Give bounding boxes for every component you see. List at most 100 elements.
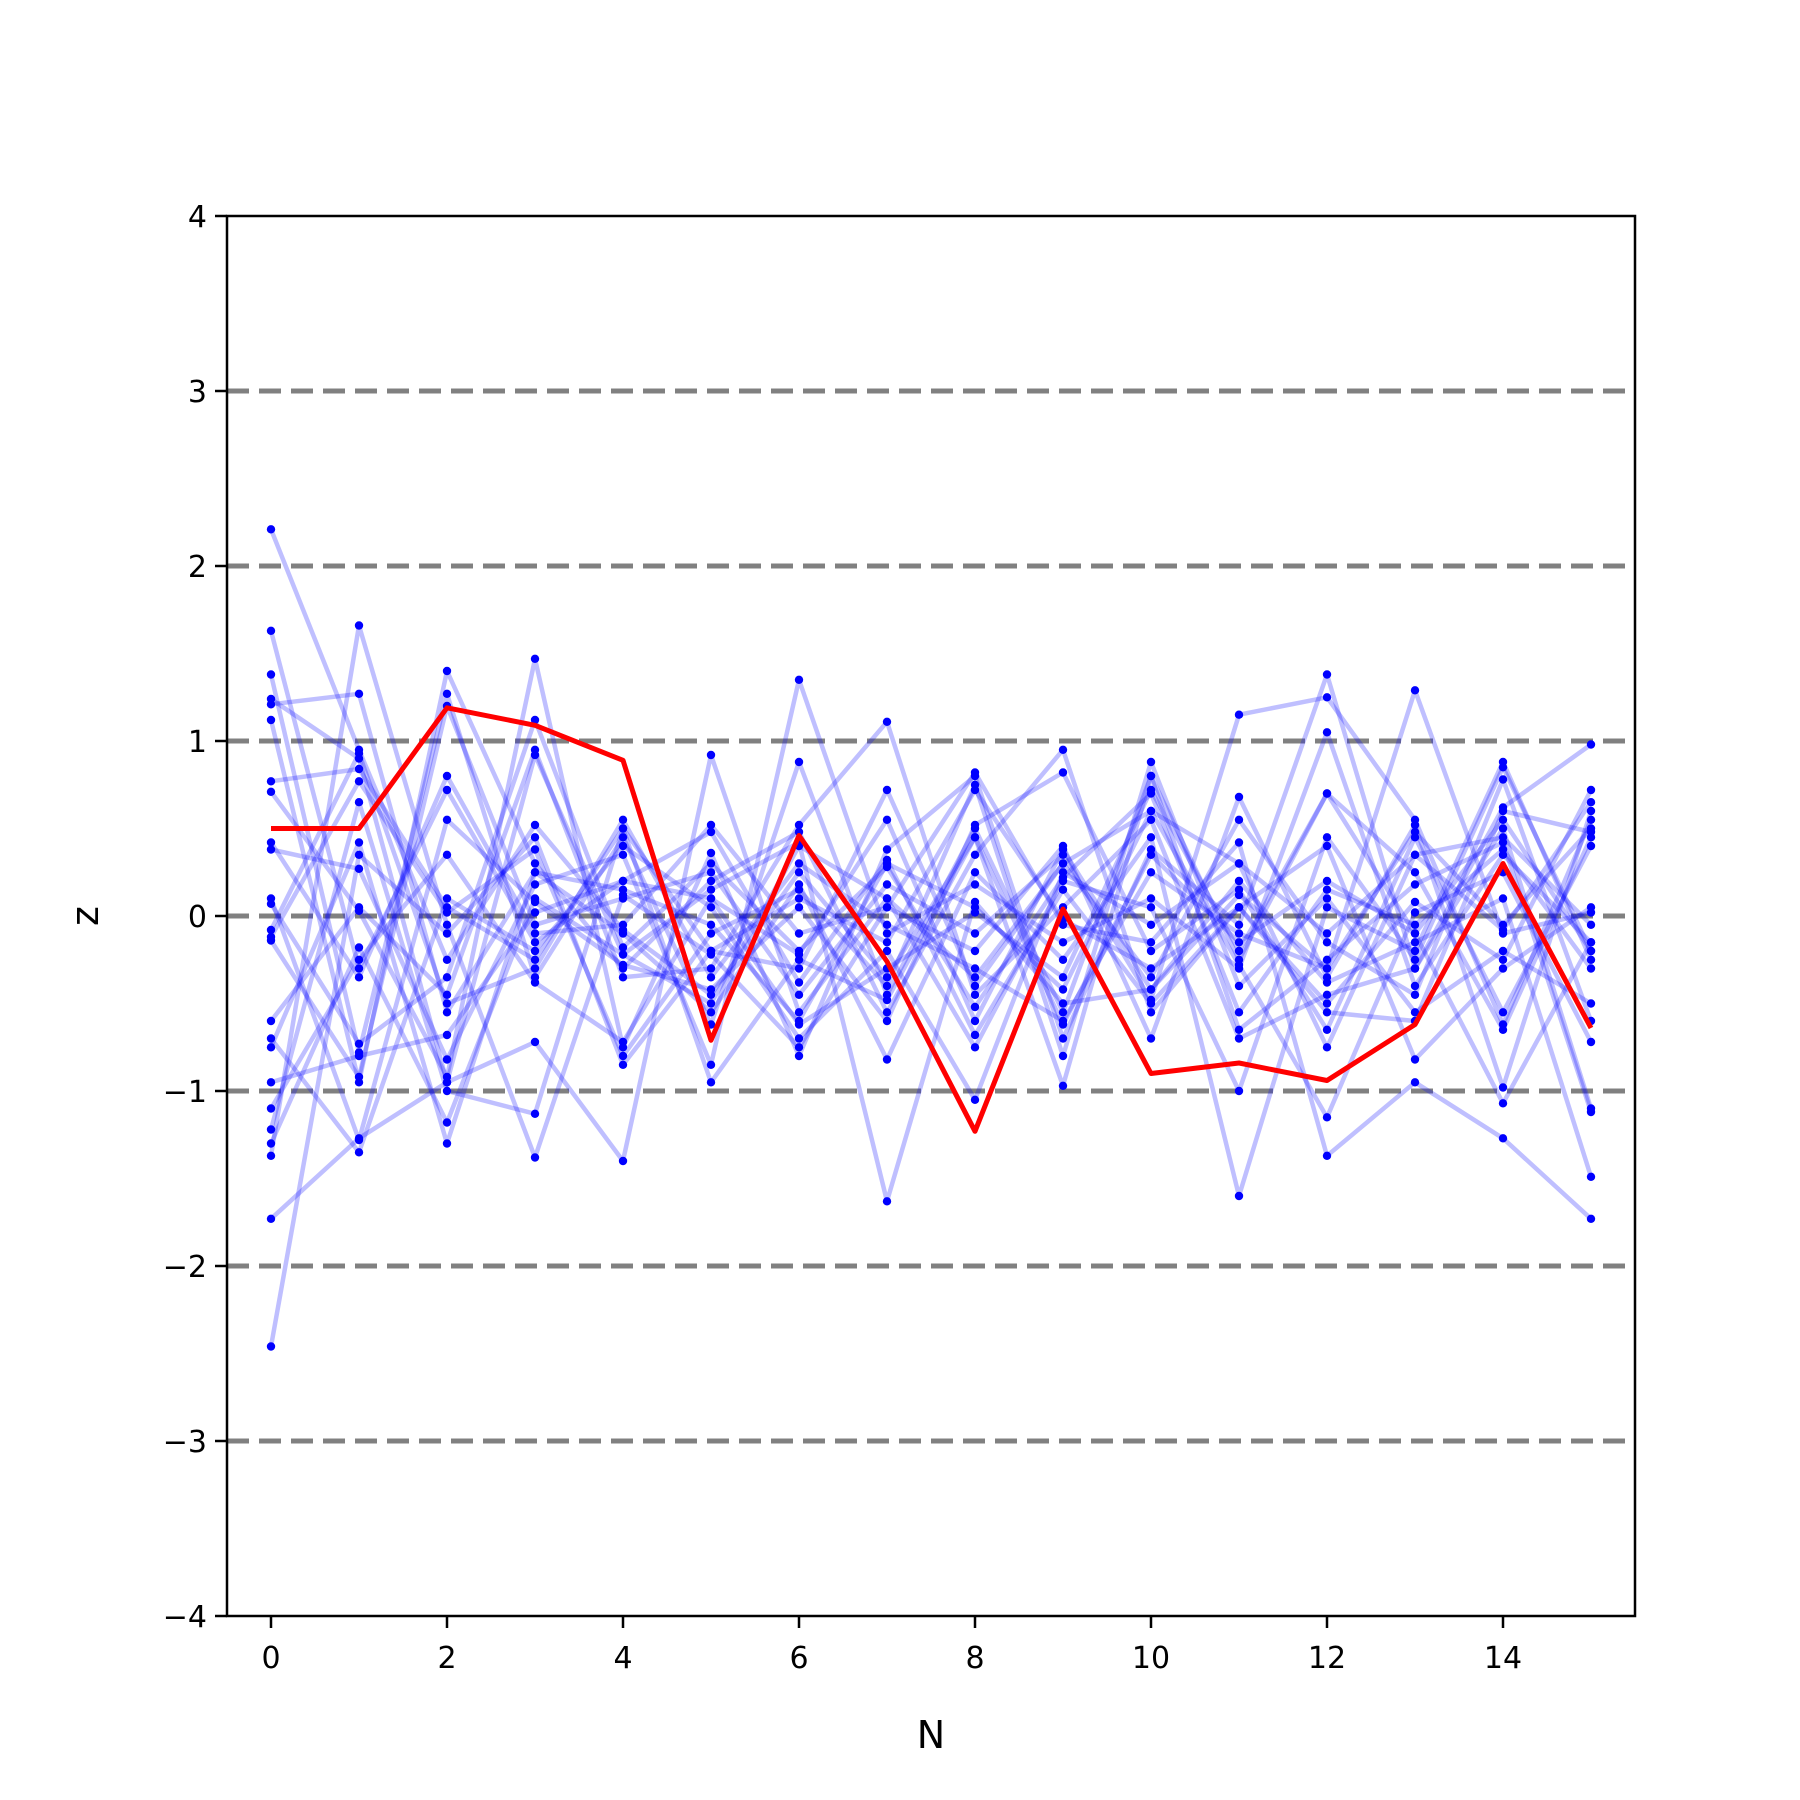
data-point bbox=[794, 880, 804, 889]
series-line bbox=[270, 691, 1593, 1024]
data-point bbox=[442, 894, 452, 903]
series-line bbox=[268, 688, 1592, 1024]
data-point bbox=[1586, 1107, 1596, 1117]
data-point bbox=[354, 1072, 364, 1082]
data-point bbox=[1234, 981, 1244, 991]
data-point bbox=[1498, 806, 1508, 816]
data-point bbox=[618, 950, 628, 959]
data-point bbox=[442, 929, 452, 938]
data-point bbox=[1322, 693, 1332, 702]
data-point bbox=[530, 964, 540, 973]
data-point bbox=[1234, 1008, 1244, 1017]
y-tick-label: 2 bbox=[188, 550, 207, 585]
data-point bbox=[1586, 1037, 1596, 1047]
data-point bbox=[882, 973, 892, 982]
data-point bbox=[1410, 880, 1420, 889]
data-point bbox=[1322, 833, 1332, 842]
y-tick-label: 4 bbox=[188, 200, 207, 235]
data-point bbox=[1410, 1008, 1420, 1017]
data-point bbox=[794, 964, 804, 973]
data-point bbox=[618, 1037, 628, 1047]
data-point bbox=[1058, 841, 1068, 851]
x-tick-label: 0 bbox=[261, 1641, 280, 1676]
data-point bbox=[794, 757, 804, 767]
data-point bbox=[1586, 964, 1596, 973]
data-point bbox=[1146, 946, 1156, 956]
data-point bbox=[618, 833, 628, 842]
data-point bbox=[1498, 1099, 1508, 1108]
data-point bbox=[354, 955, 364, 964]
data-point bbox=[706, 999, 716, 1008]
data-point bbox=[1498, 775, 1508, 784]
data-point bbox=[618, 929, 628, 938]
data-point bbox=[1234, 960, 1244, 970]
data-point bbox=[618, 1051, 628, 1061]
data-point bbox=[442, 1086, 452, 1096]
data-point bbox=[1322, 885, 1332, 894]
data-point bbox=[1498, 845, 1508, 854]
data-point bbox=[1498, 964, 1508, 973]
data-point bbox=[354, 850, 364, 859]
data-point bbox=[266, 700, 276, 709]
data-point bbox=[266, 715, 276, 725]
data-point bbox=[618, 943, 628, 952]
data-point bbox=[1234, 859, 1244, 868]
data-point bbox=[1410, 981, 1420, 991]
data-point bbox=[1410, 929, 1420, 938]
data-point bbox=[882, 717, 892, 726]
data-point bbox=[1322, 955, 1332, 964]
data-point bbox=[618, 815, 628, 824]
data-point bbox=[794, 894, 804, 903]
data-point bbox=[882, 1016, 892, 1026]
data-point bbox=[530, 845, 540, 854]
data-point bbox=[1410, 920, 1420, 929]
data-point bbox=[1322, 929, 1332, 938]
data-point bbox=[530, 946, 540, 956]
data-point bbox=[618, 850, 628, 859]
data-point bbox=[266, 1034, 276, 1043]
data-point bbox=[530, 955, 540, 964]
x-tick-label: 6 bbox=[789, 1641, 808, 1676]
data-point bbox=[266, 899, 276, 908]
data-point bbox=[1498, 955, 1508, 964]
data-point bbox=[1234, 815, 1244, 824]
x-tick-label: 12 bbox=[1308, 1641, 1346, 1676]
data-point bbox=[794, 675, 804, 684]
data-point bbox=[1586, 999, 1596, 1008]
data-point bbox=[1146, 964, 1156, 973]
data-point bbox=[970, 908, 980, 917]
data-point bbox=[354, 864, 364, 873]
series-line bbox=[269, 773, 1594, 1090]
data-point bbox=[882, 1008, 892, 1017]
data-point bbox=[1586, 1214, 1596, 1224]
data-point bbox=[1322, 841, 1332, 851]
data-point bbox=[706, 946, 716, 956]
data-point bbox=[1586, 815, 1596, 824]
data-point bbox=[530, 859, 540, 868]
data-point bbox=[706, 859, 716, 868]
data-point bbox=[1234, 920, 1244, 929]
data-point bbox=[1146, 894, 1156, 903]
data-point bbox=[266, 626, 276, 635]
data-point bbox=[1410, 1055, 1420, 1064]
highlight-line bbox=[271, 705, 1594, 1134]
data-point bbox=[882, 929, 892, 938]
data-point bbox=[1586, 806, 1596, 816]
data-point bbox=[1146, 845, 1156, 854]
data-point bbox=[970, 964, 980, 973]
data-point bbox=[530, 833, 540, 842]
data-point bbox=[794, 903, 804, 912]
data-point bbox=[530, 1153, 540, 1162]
data-point bbox=[1410, 990, 1420, 999]
data-point bbox=[1234, 876, 1244, 886]
data-point bbox=[1498, 815, 1508, 824]
data-point bbox=[1586, 841, 1596, 851]
data-point bbox=[266, 936, 276, 945]
data-point bbox=[530, 894, 540, 903]
data-point bbox=[1322, 1008, 1332, 1017]
data-point bbox=[266, 925, 276, 935]
data-point bbox=[1058, 938, 1068, 947]
data-point bbox=[706, 920, 716, 929]
data-point bbox=[970, 973, 980, 982]
